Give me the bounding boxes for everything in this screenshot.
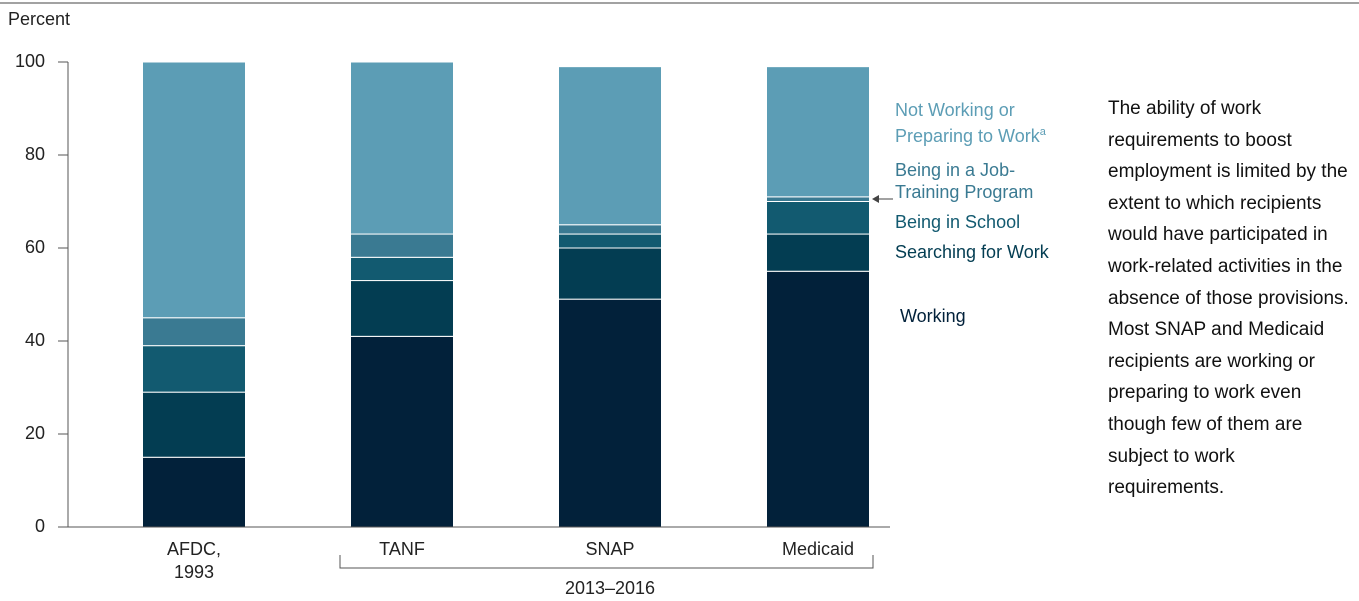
side-text: The ability of work requirements to boos… — [1108, 98, 1349, 499]
x-tick-label: TANF — [379, 539, 425, 559]
x-tick-label: SNAP — [585, 539, 635, 559]
bar-segment — [142, 61, 246, 319]
bar-segment — [558, 224, 662, 235]
legend-label: Not Working or Preparing to Worka — [895, 99, 1075, 147]
bar-segment — [350, 233, 454, 258]
y-axis-label: Percent — [8, 9, 70, 29]
bar-segment — [142, 345, 246, 393]
bar-segment — [558, 233, 662, 249]
legend-label: Searching for Work — [895, 241, 1075, 263]
bar-segment — [766, 233, 870, 272]
bar-segment — [766, 201, 870, 235]
bar-segment — [558, 298, 662, 528]
legend-text: Not Working or Preparing to Work — [895, 100, 1040, 146]
legend-text: Searching for Work — [895, 242, 1049, 262]
legend-label: Working — [900, 305, 1080, 327]
x-tick-label: Medicaid — [781, 539, 855, 559]
legend-label: Being in a Job-Training Program — [895, 159, 1075, 203]
bar-segment — [558, 66, 662, 226]
legend-arrowhead — [872, 195, 879, 203]
footnote-marker: a — [1039, 126, 1046, 138]
y-tick-label: 100 — [15, 51, 45, 71]
bar-segment — [350, 280, 454, 337]
legend-text: Working — [900, 306, 966, 326]
bar-segment — [142, 391, 246, 458]
y-tick-label: 0 — [35, 516, 45, 536]
group-bracket — [339, 555, 874, 569]
legend-text: Being in a Job-Training Program — [895, 160, 1034, 202]
bar-segment — [766, 196, 870, 203]
bar-segment — [766, 270, 870, 528]
y-tick-label: 80 — [25, 144, 45, 164]
legend-text: Being in School — [895, 212, 1021, 232]
x-tick-label: AFDC, 1993 — [167, 539, 221, 582]
bar-segment — [350, 335, 454, 528]
y-tick-label: 60 — [25, 237, 45, 257]
bar-segment — [766, 66, 870, 198]
group-label: 2013–2016 — [565, 578, 655, 598]
bar-segment — [350, 61, 454, 235]
bar-segment — [142, 317, 246, 347]
bar-segment — [142, 456, 246, 528]
y-tick-label: 20 — [25, 423, 45, 443]
y-tick-label: 40 — [25, 330, 45, 350]
bar-segment — [558, 247, 662, 300]
legend-label: Being in School — [895, 211, 1075, 233]
bar-segment — [350, 256, 454, 282]
